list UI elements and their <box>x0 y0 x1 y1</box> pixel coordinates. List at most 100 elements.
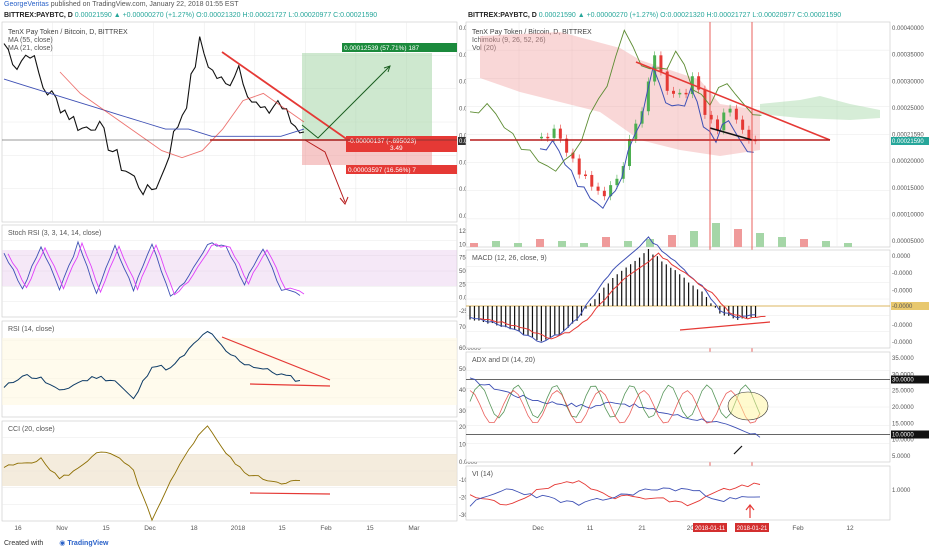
candle <box>546 136 550 139</box>
volume-bar <box>668 235 676 247</box>
rsi-resistance <box>221 336 331 381</box>
right-price-tick: 0.00030000 <box>892 79 924 85</box>
right-symbol[interactable]: BITTREX:PAYBTC, D <box>468 12 537 19</box>
right-price-tick: 0.00021590 <box>892 133 924 139</box>
publish-line: GeorgeVeritas published on TradingView.c… <box>4 1 239 8</box>
ma21-line <box>59 71 305 159</box>
rsi-title: RSI (14, close) <box>8 326 54 333</box>
volume-bar <box>558 241 566 247</box>
adx-highlight-circle <box>727 391 769 421</box>
rsi-line <box>3 330 301 400</box>
right-price-tick: 0.00010000 <box>892 212 924 218</box>
di-minus-line <box>469 389 761 424</box>
volume-bar <box>536 239 544 247</box>
arrow-head-down <box>339 196 349 205</box>
volume-bar <box>690 231 698 247</box>
volume-bar <box>712 223 720 247</box>
rsi-band <box>2 338 457 405</box>
candle <box>558 128 562 139</box>
bearish-projection <box>304 139 346 203</box>
volume-bar <box>470 243 478 247</box>
candle <box>571 152 575 159</box>
adx-tick: 35.0000 <box>892 356 914 362</box>
adx-tick: 15.0000 <box>892 421 914 427</box>
candle <box>628 139 631 167</box>
macd-current-badge <box>891 302 929 310</box>
stop-label-1: -0.00000137 (-.695023) <box>348 138 416 145</box>
adx-tick: 20.0000 <box>892 405 914 411</box>
author-link[interactable]: GeorgeVeritas <box>4 1 49 8</box>
macd-line <box>469 236 756 343</box>
adx-10-badge <box>891 430 929 439</box>
vi-pane <box>465 465 891 521</box>
ichimoku-legend: Ichimoku (9, 26, 52, 26) <box>472 37 546 44</box>
candle <box>615 178 619 186</box>
right-black-trendline <box>709 127 753 141</box>
tradingview-logo-icon[interactable]: ◉ TradingView <box>59 540 109 547</box>
target-down-badge <box>346 165 457 174</box>
volume-legend: Vol (20) <box>472 45 496 52</box>
right-price-tick: 0.00040000 <box>892 26 924 32</box>
right-last-price-label: 0.00021590 <box>892 139 924 145</box>
macd-tick: -0.0000 <box>892 271 913 277</box>
cci-tick: 0.0000 <box>459 460 478 466</box>
target-down-label: 0.00003597 (16.56%) 7 <box>348 167 416 174</box>
adx-title: ADX and DI (14, 20) <box>472 357 535 364</box>
adx-30-badge <box>891 375 929 384</box>
volume-bar <box>624 241 632 247</box>
rsi-support <box>249 383 331 387</box>
cci-band <box>2 454 457 486</box>
right-x-tick: 11 <box>587 525 594 532</box>
macd-tick: -0.0000 <box>892 288 913 294</box>
left-symbol-line: BITTREX:PAYBTC, D 0.00021590 ▲ +0.000002… <box>4 12 377 19</box>
left-x-tick: Nov <box>56 525 68 532</box>
volume-bar <box>822 241 830 247</box>
candle <box>646 81 650 112</box>
left-x-tick: Dec <box>144 525 156 532</box>
stoch-k-line <box>3 240 301 297</box>
right-ohlc: 0.00021590 ▲ +0.00000270 (+1.27%) O:0.00… <box>538 12 842 19</box>
volume-bar <box>800 239 808 247</box>
candle <box>577 158 581 175</box>
candle <box>741 119 745 130</box>
candle <box>609 185 613 197</box>
stoch-d-line <box>7 241 305 296</box>
left-symbol[interactable]: BITTREX:PAYBTC, D <box>4 12 73 19</box>
candle <box>709 114 713 120</box>
vi-minus-line <box>469 487 761 507</box>
candle <box>734 108 738 120</box>
vi-title: VI (14) <box>472 471 493 478</box>
left-ma55-legend: MA (55, close) <box>8 37 53 44</box>
date-badge <box>693 523 727 532</box>
target-up-label: 0.00012539 (57.71%) 187 <box>344 45 420 52</box>
kijun-line <box>539 65 754 209</box>
adx-tick: 30.0000 <box>892 372 914 378</box>
adx-tick: 5.0000 <box>892 454 911 460</box>
left-x-tick: 15 <box>366 525 374 532</box>
date-badge <box>735 523 769 532</box>
candle <box>684 92 688 95</box>
macd-tick: -0.0000 <box>892 340 913 346</box>
candle <box>634 123 638 140</box>
vi-tick: 1.0000 <box>892 488 911 494</box>
candle <box>716 119 719 131</box>
volume-bar <box>646 239 654 247</box>
target-up-badge <box>342 43 457 52</box>
vi-arrow-head <box>745 504 755 511</box>
right-x-tick: Feb <box>792 525 804 532</box>
cci-title: CCI (20, close) <box>8 426 55 433</box>
volume-bar <box>844 243 852 247</box>
candle <box>552 128 556 138</box>
left-x-tick: 15 <box>102 525 110 532</box>
candle <box>747 129 751 140</box>
macd-signal-line <box>479 252 766 340</box>
right-x-tick: Dec <box>532 525 544 532</box>
volume-bar <box>756 233 764 247</box>
macd-current-label: -0.0000 <box>892 304 913 310</box>
cci-support <box>249 492 331 495</box>
long-target-zone <box>302 53 432 140</box>
left-ohlc: 0.00021590 ▲ +0.00000270 (+1.27%) O:0.00… <box>74 12 378 19</box>
adx-30-label: 30.0000 <box>892 378 914 384</box>
right-price-tick: 0.00020000 <box>892 159 924 165</box>
